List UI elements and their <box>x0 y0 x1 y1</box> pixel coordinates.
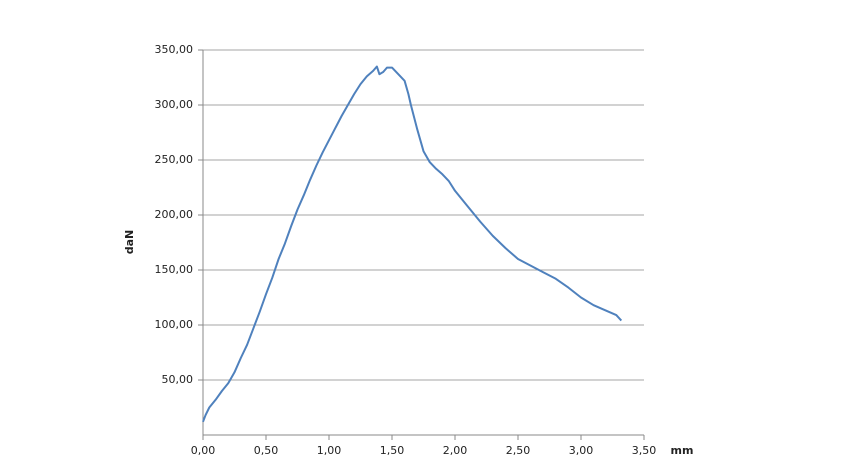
y-tick-label: 300,00 <box>155 98 194 111</box>
x-tick-label: 2,00 <box>443 444 468 457</box>
y-tick-label: 50,00 <box>162 373 194 386</box>
x-tick-label: 3,00 <box>569 444 594 457</box>
x-tick-label: 0,00 <box>191 444 216 457</box>
x-tick-label: 1,50 <box>380 444 405 457</box>
y-axis-title: daN <box>123 230 136 255</box>
x-axis-title: mm <box>671 444 694 457</box>
x-tick-label: 2,50 <box>506 444 531 457</box>
x-tick-label: 0,50 <box>254 444 279 457</box>
y-tick-label: 350,00 <box>155 43 194 56</box>
data-line <box>202 65 623 423</box>
y-tick-label: 150,00 <box>155 263 194 276</box>
y-tick-label: 200,00 <box>155 208 194 221</box>
x-tick-label: 1,00 <box>317 444 342 457</box>
y-tick-label: 100,00 <box>155 318 194 331</box>
x-tick-label: 3,50 <box>632 444 657 457</box>
y-tick-label: 250,00 <box>155 153 194 166</box>
